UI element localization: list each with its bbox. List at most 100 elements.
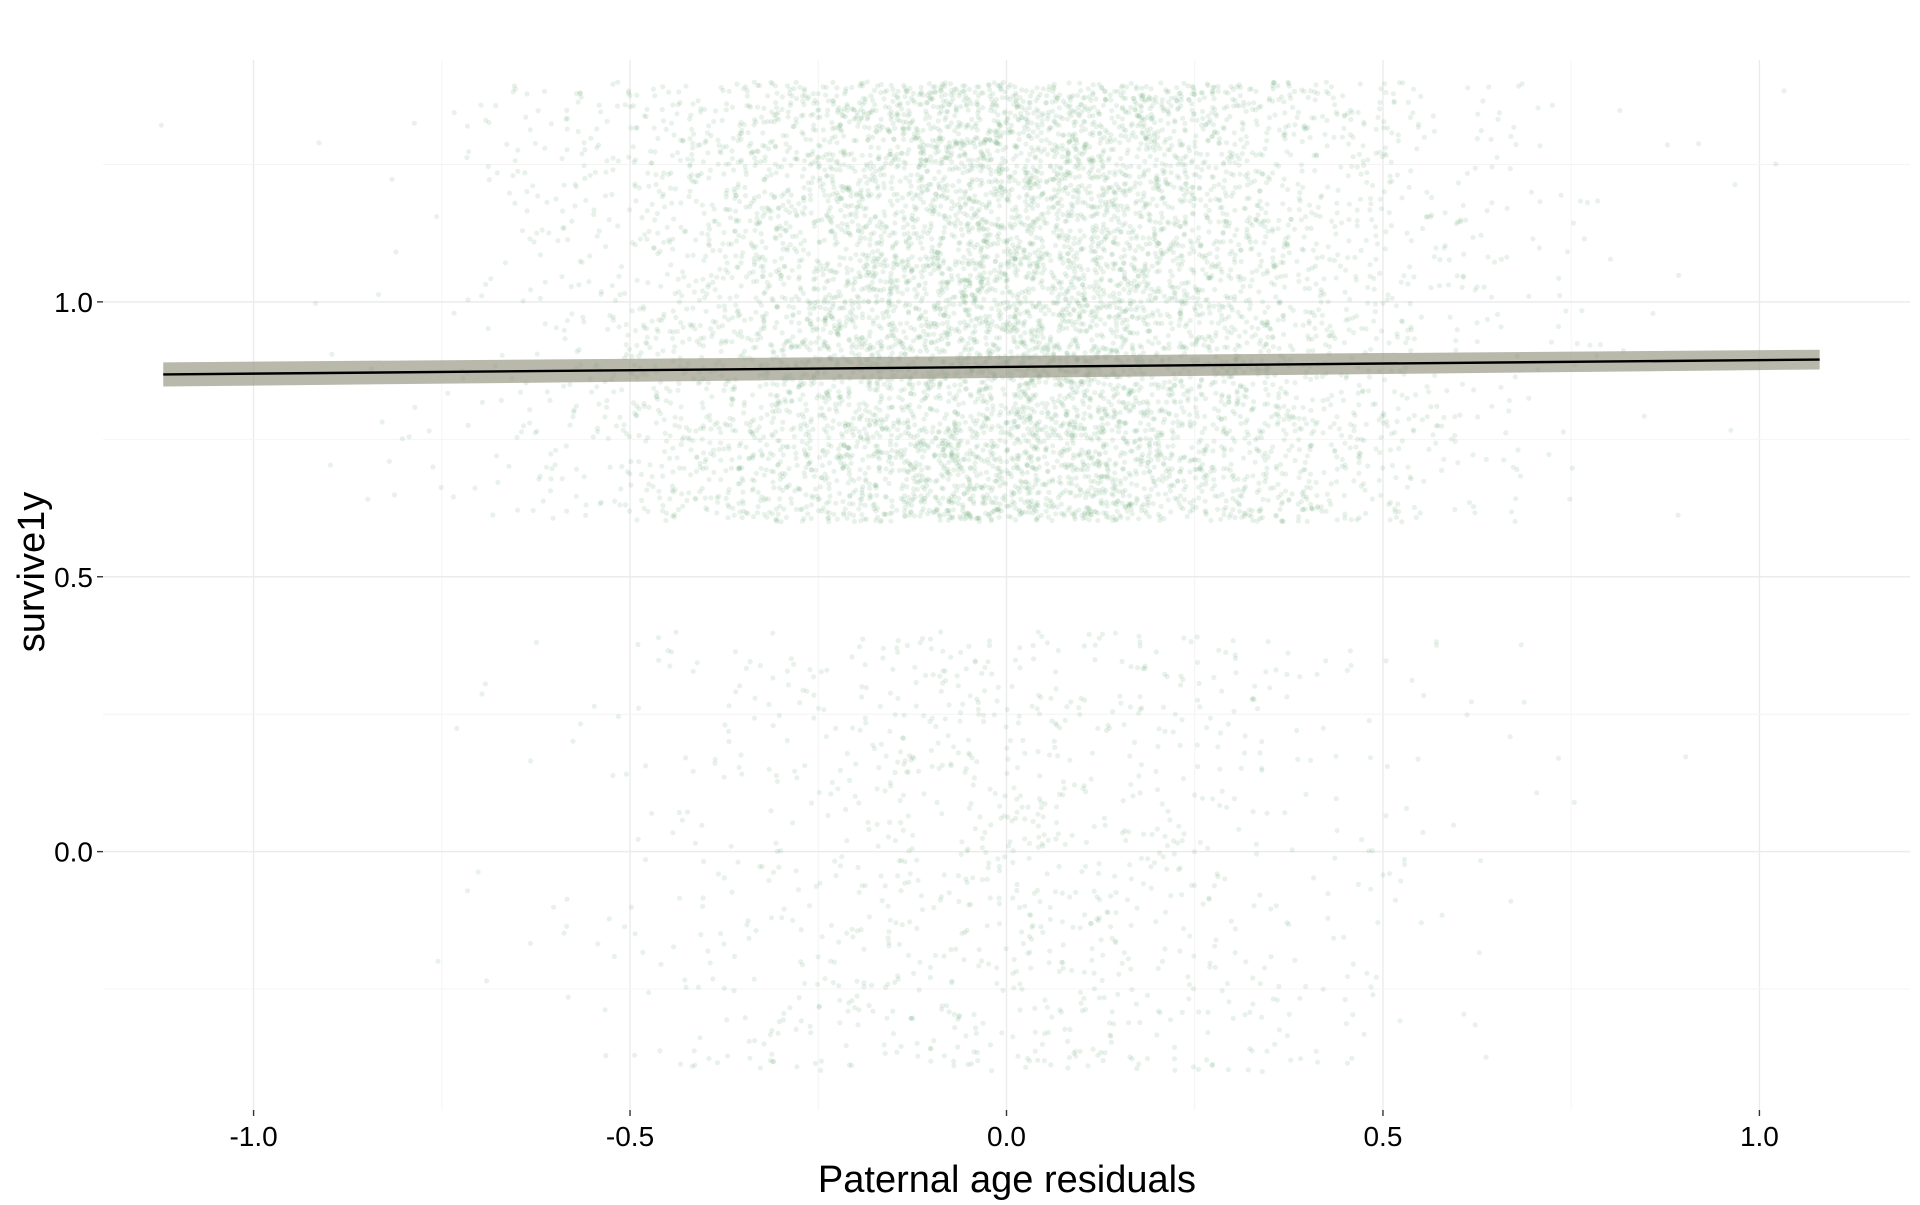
scatter-point: [832, 859, 837, 864]
scatter-point: [1665, 142, 1670, 147]
scatter-point: [1393, 898, 1398, 903]
scatter-point: [1426, 447, 1431, 452]
scatter-point: [1238, 137, 1243, 142]
scatter-point: [1489, 164, 1494, 169]
scatter-point: [1191, 954, 1196, 959]
scatter-point: [1497, 110, 1502, 115]
scatter-point: [1260, 515, 1265, 520]
scatter-point: [657, 495, 662, 500]
scatter-point: [1153, 919, 1158, 924]
scatter-point: [1095, 235, 1100, 240]
scatter-point: [715, 1060, 720, 1065]
scatter-point: [1489, 137, 1494, 142]
scatter-point: [1168, 283, 1173, 288]
scatter-point: [1247, 441, 1252, 446]
scatter-point: [956, 750, 961, 755]
scatter-point: [622, 924, 627, 929]
scatter-point: [870, 352, 875, 357]
scatter-point: [1299, 168, 1304, 173]
scatter-point: [713, 320, 718, 325]
scatter-point: [1383, 246, 1388, 251]
scatter-point: [627, 471, 632, 476]
scatter-point: [1595, 198, 1600, 203]
scatter-point: [1467, 500, 1472, 505]
scatter-point: [645, 171, 650, 176]
scatter-point: [1038, 924, 1043, 929]
scatter-point: [1504, 255, 1509, 260]
grid-layer: [103, 60, 1910, 1110]
scatter-point: [1382, 81, 1387, 86]
scatter-point: [839, 347, 844, 352]
scatter-point: [1146, 313, 1151, 318]
scatter-point: [872, 88, 877, 93]
scatter-point: [1244, 395, 1249, 400]
scatter-point: [1208, 275, 1213, 280]
scatter-point: [1392, 389, 1397, 394]
scatter-point: [1617, 108, 1622, 113]
scatter-point: [993, 457, 998, 462]
scatter-point: [1308, 758, 1313, 763]
scatter-point: [1408, 115, 1413, 120]
scatter-point: [1100, 953, 1105, 958]
scatter-point: [522, 170, 527, 175]
scatter-point: [1375, 241, 1380, 246]
scatter-point: [1247, 1010, 1252, 1015]
scatter-point: [701, 859, 706, 864]
scatter-point: [919, 184, 924, 189]
scatter-point: [966, 108, 971, 113]
scatter-point: [1014, 969, 1019, 974]
scatter-point: [1228, 239, 1233, 244]
scatter-point: [499, 398, 504, 403]
scatter-point: [1172, 1056, 1177, 1061]
scatter-point: [863, 213, 868, 218]
scatter-point: [947, 221, 952, 226]
scatter-point: [1437, 257, 1442, 262]
scatter-point: [662, 449, 667, 454]
scatter-point: [781, 1011, 786, 1016]
scatter-point: [1373, 257, 1378, 262]
scatter-point: [584, 502, 589, 507]
scatter-point: [1383, 229, 1388, 234]
scatter-point: [1002, 854, 1007, 859]
scatter-point: [1168, 269, 1173, 274]
scatter-point: [784, 314, 789, 319]
scatter-point: [673, 315, 678, 320]
scatter-point: [1179, 405, 1184, 410]
scatter-point: [689, 152, 694, 157]
scatter-point: [1203, 499, 1208, 504]
scatter-point: [703, 495, 708, 500]
scatter-point: [929, 646, 934, 651]
scatter-point: [879, 873, 884, 878]
scatter-point: [1187, 412, 1192, 417]
scatter-point: [837, 491, 842, 496]
scatter-point: [1228, 512, 1233, 517]
scatter-point: [726, 729, 731, 734]
scatter-point: [985, 276, 990, 281]
scatter-point: [794, 868, 799, 873]
scatter-point: [1405, 336, 1410, 341]
scatter-point: [1022, 330, 1027, 335]
scatter-point: [908, 173, 913, 178]
scatter-point: [1153, 296, 1158, 301]
scatter-point: [1187, 329, 1192, 334]
scatter-point: [1357, 515, 1362, 520]
scatter-point: [930, 764, 935, 769]
scatter-point: [915, 1041, 920, 1046]
scatter-point: [1269, 280, 1274, 285]
scatter-point: [1486, 84, 1491, 89]
scatter-point: [701, 405, 706, 410]
scatter-point: [1489, 404, 1494, 409]
scatter-point: [1221, 185, 1226, 190]
scatter-point: [1049, 1015, 1054, 1020]
scatter-point: [1191, 203, 1196, 208]
scatter-point: [1148, 86, 1153, 91]
scatter-point: [1065, 441, 1070, 446]
scatter-point: [1162, 380, 1167, 385]
scatter-point: [1368, 347, 1373, 352]
scatter-point: [1321, 398, 1326, 403]
scatter-point: [764, 382, 769, 387]
scatter-point: [924, 412, 929, 417]
scatter-point: [789, 192, 794, 197]
scatter-point: [1038, 695, 1043, 700]
scatter-point: [670, 153, 675, 158]
